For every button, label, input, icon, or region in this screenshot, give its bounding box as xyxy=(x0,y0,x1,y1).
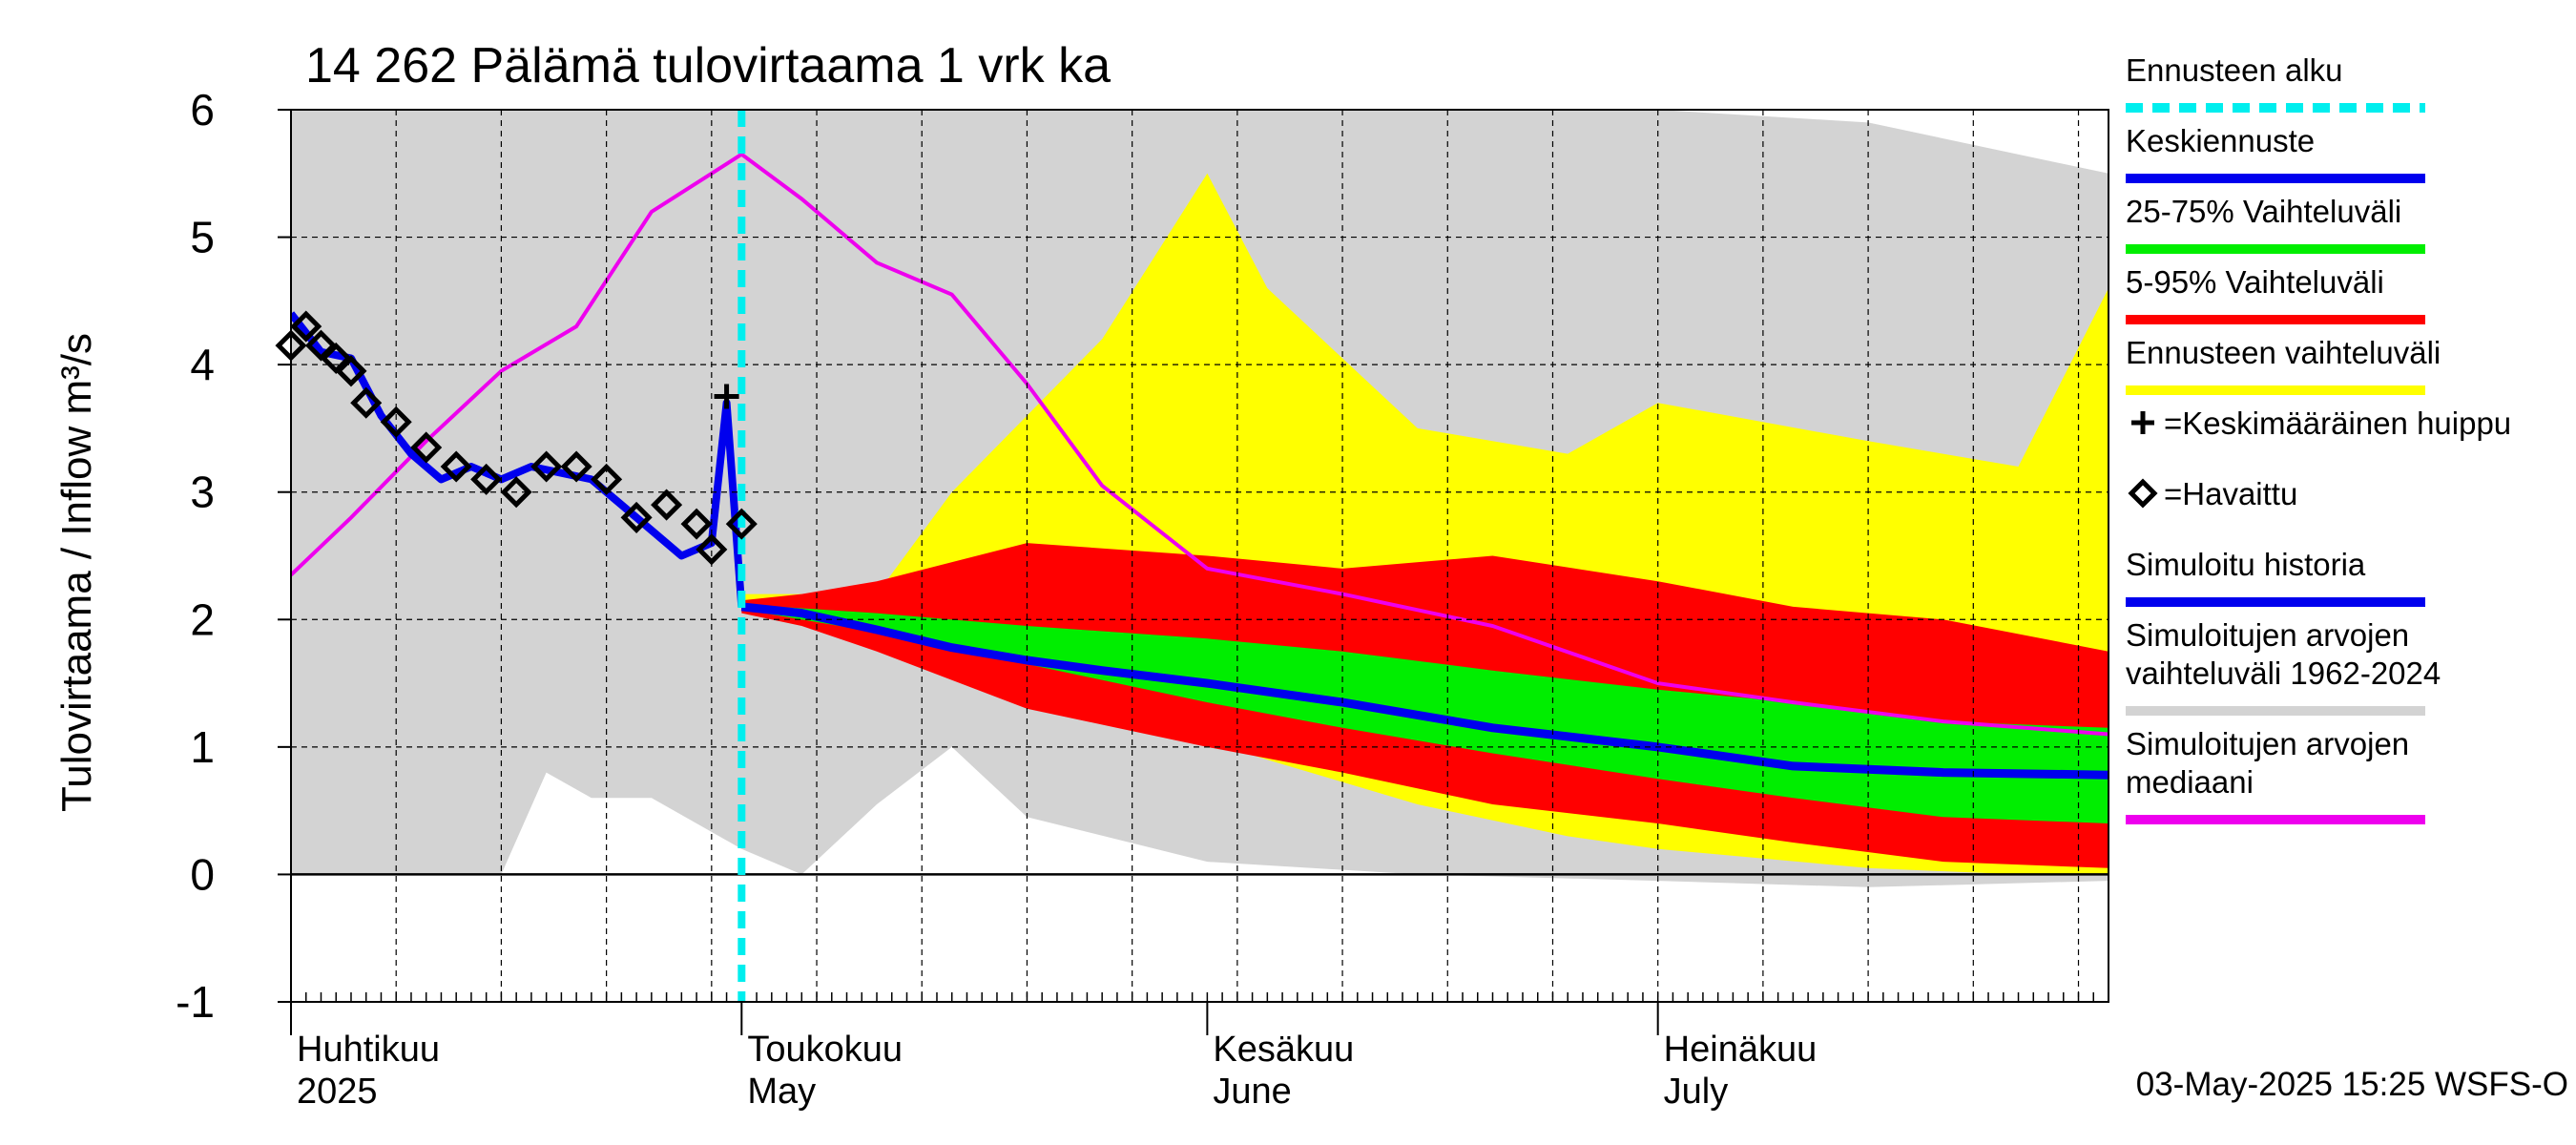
legend-plus-symbol xyxy=(2131,411,2154,434)
x-month-label-en: July xyxy=(1664,1072,1729,1112)
x-month-label-fi: Heinäkuu xyxy=(1664,1030,1818,1070)
legend-label: 25-75% Vaihteluväli xyxy=(2126,194,2401,229)
x-month-label-fi: Toukokuu xyxy=(747,1030,903,1070)
observed-point xyxy=(470,463,503,495)
plot-frame xyxy=(290,109,2109,1003)
legend-label: Ennusteen alku xyxy=(2126,52,2343,88)
observed-point xyxy=(696,533,728,566)
y-tick-label: 0 xyxy=(190,849,215,899)
x-month-label-en: May xyxy=(747,1072,816,1112)
y-axis-label: Tulovirtaama / Inflow m³/s xyxy=(53,333,100,812)
markers xyxy=(275,310,758,566)
x-month-label-fi: Huhtikuu xyxy=(297,1030,440,1070)
plot-area xyxy=(291,110,2109,887)
observed-point xyxy=(440,450,472,483)
y-tick-label: 3 xyxy=(190,468,215,517)
median-line xyxy=(291,152,2109,737)
observed-point xyxy=(591,463,623,495)
observed-point xyxy=(530,450,563,483)
legend-label: Ennusteen vaihteluväli xyxy=(2126,335,2441,370)
legend-diamond-symbol xyxy=(2128,478,2158,509)
legend-label: Simuloitu historia xyxy=(2126,547,2366,582)
observed-point xyxy=(680,508,713,540)
mean-forecast-line xyxy=(740,602,2109,780)
legend-label: mediaani xyxy=(2126,764,2254,800)
legend-label: =Keskimääräinen huippu xyxy=(2164,406,2511,441)
observed-point xyxy=(275,329,307,362)
observed-point xyxy=(350,386,383,419)
y-tick-label: 6 xyxy=(190,85,215,135)
y-tick-label: 5 xyxy=(190,213,215,262)
observed-point xyxy=(290,310,322,343)
x-month-label-en: 2025 xyxy=(297,1072,378,1112)
y-tick-label: 2 xyxy=(190,594,215,644)
observed-point xyxy=(725,508,758,540)
observed-point xyxy=(560,450,592,483)
observed-point xyxy=(620,501,653,533)
legend-label: 5-95% Vaihteluväli xyxy=(2126,264,2384,300)
legend-label: Simuloitujen arvojen xyxy=(2126,617,2409,653)
observed-point xyxy=(335,355,367,387)
legend: Ennusteen alku Keskiennuste 25-75% Vaihtel… xyxy=(2126,52,2511,824)
y-tick-label: 4 xyxy=(190,340,215,389)
legend-label: =Havaittu xyxy=(2164,476,2297,511)
legend-label: Simuloitujen arvojen xyxy=(2126,726,2409,761)
y-ticks: -1 0 1 2 3 4 5 6 xyxy=(176,85,291,1027)
legend-label: vaihteluväli 1962-2024 xyxy=(2126,656,2441,691)
y-tick-label: 1 xyxy=(190,722,215,772)
y-tick-label: -1 xyxy=(176,977,215,1027)
observed-point xyxy=(500,476,532,509)
x-month-label-fi: Kesäkuu xyxy=(1213,1030,1354,1070)
observed-point xyxy=(380,406,412,438)
x-month-label-en: June xyxy=(1213,1072,1291,1112)
chart-title: 14 262 Pälämä tulovirtaama 1 vrk ka xyxy=(305,38,1111,94)
observed-point xyxy=(410,431,443,464)
observed-point xyxy=(651,489,683,521)
average-peak-marker xyxy=(714,384,739,409)
legend-label: Keskiennuste xyxy=(2126,123,2315,158)
footer-timestamp: 03-May-2025 15:25 WSFS-O xyxy=(2136,1066,2568,1103)
